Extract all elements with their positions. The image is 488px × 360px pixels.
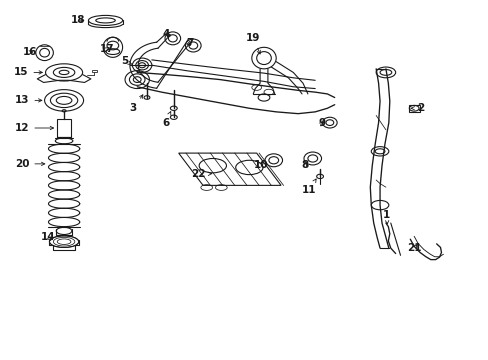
Text: 7: 7	[186, 38, 193, 48]
Text: 17: 17	[100, 44, 114, 54]
Text: 6: 6	[162, 112, 170, 128]
Bar	[408, 105, 419, 112]
Text: 4: 4	[163, 29, 170, 39]
Text: 14: 14	[41, 232, 56, 242]
Text: 20: 20	[15, 159, 45, 169]
Polygon shape	[178, 153, 281, 185]
Text: 9: 9	[318, 118, 325, 128]
Text: 8: 8	[301, 160, 308, 170]
Text: 21: 21	[406, 243, 421, 253]
Text: 19: 19	[245, 33, 260, 54]
Text: 15: 15	[14, 67, 42, 77]
Text: 12: 12	[15, 123, 53, 133]
Text: 10: 10	[253, 159, 268, 170]
Text: 16: 16	[22, 47, 37, 57]
Text: 18: 18	[70, 15, 85, 26]
Bar	[92, 70, 97, 72]
Text: 13: 13	[15, 95, 42, 105]
Text: 1: 1	[383, 210, 390, 224]
Text: 3: 3	[129, 95, 142, 113]
Text: 2: 2	[410, 103, 424, 113]
Text: 11: 11	[301, 179, 316, 195]
Text: 5: 5	[121, 56, 131, 66]
Text: 22: 22	[191, 169, 211, 179]
Bar	[57, 120, 71, 136]
